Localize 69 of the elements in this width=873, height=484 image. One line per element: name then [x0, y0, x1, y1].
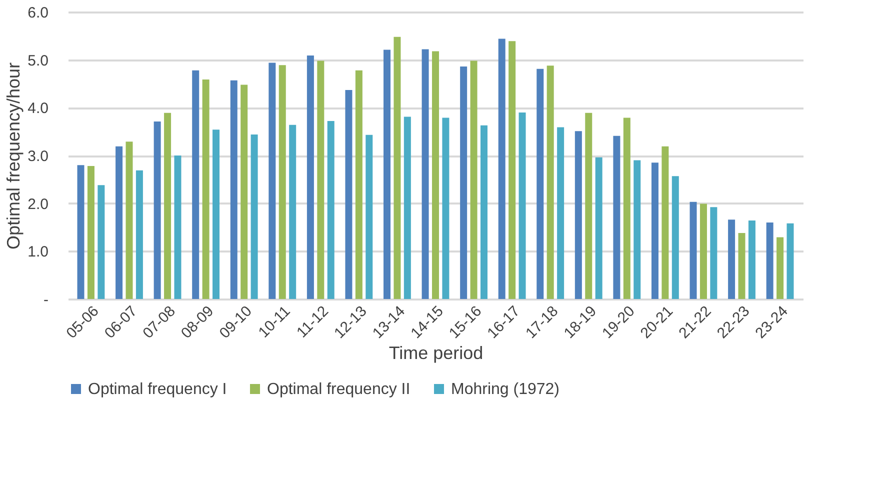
y-tick-label: 2.0 — [28, 196, 48, 213]
legend-label: Optimal frequency II — [267, 381, 410, 398]
bar — [154, 122, 161, 299]
bar — [126, 142, 133, 299]
bar — [192, 70, 200, 299]
bar — [432, 51, 439, 299]
bar — [442, 118, 450, 299]
bar — [230, 80, 238, 299]
bar — [700, 204, 707, 299]
bar — [345, 90, 352, 299]
bar — [776, 237, 784, 299]
bar — [87, 166, 94, 299]
bar — [536, 68, 544, 299]
bar — [690, 202, 697, 299]
bar — [748, 220, 756, 299]
bar — [738, 232, 746, 299]
bar — [613, 136, 620, 299]
x-axis-title: Time period — [388, 343, 484, 364]
bar — [212, 130, 220, 299]
y-tick-label: 6.0 — [28, 4, 48, 22]
y-tick-label: 4.0 — [28, 100, 48, 118]
bar — [585, 112, 592, 299]
bar — [317, 60, 324, 299]
bar — [728, 220, 736, 299]
bar — [546, 66, 554, 299]
bar — [766, 222, 774, 299]
bar — [278, 65, 286, 299]
y-tick-label: - — [44, 292, 48, 308]
bar — [136, 170, 143, 299]
bar — [557, 127, 564, 299]
bar — [634, 160, 641, 299]
bar — [498, 38, 506, 299]
bar — [394, 36, 401, 299]
bar — [116, 146, 123, 299]
bar — [384, 50, 391, 299]
bar — [98, 185, 105, 299]
bar — [710, 207, 718, 299]
bar — [268, 62, 276, 299]
y-axis-title: Optimal frequency/hour — [4, 62, 24, 250]
bar — [480, 125, 488, 299]
bar — [574, 131, 582, 299]
bar — [662, 146, 669, 299]
bar — [202, 79, 210, 299]
bar — [595, 157, 602, 299]
bar — [289, 124, 296, 299]
bar — [306, 56, 314, 299]
bar — [240, 84, 248, 299]
bar — [672, 176, 679, 299]
bar — [651, 162, 658, 299]
bar — [355, 70, 362, 299]
bar — [508, 41, 516, 299]
y-tick-label: 1.0 — [28, 244, 48, 261]
legend-label: Mohring (1972) — [451, 381, 560, 398]
bar — [404, 116, 411, 299]
bar — [366, 134, 373, 299]
bar — [327, 121, 334, 299]
bar — [77, 165, 84, 299]
bar — [174, 156, 182, 299]
bar — [422, 49, 429, 299]
bar — [518, 112, 526, 299]
bar — [470, 60, 478, 299]
bar — [786, 223, 794, 299]
bar — [250, 134, 258, 299]
y-tick-label: 5.0 — [28, 52, 48, 70]
bar — [460, 66, 468, 299]
y-tick-label: 3.0 — [28, 148, 48, 165]
bar — [623, 118, 630, 299]
legend-label: Optimal frequency I — [88, 381, 227, 398]
bar — [164, 112, 172, 299]
